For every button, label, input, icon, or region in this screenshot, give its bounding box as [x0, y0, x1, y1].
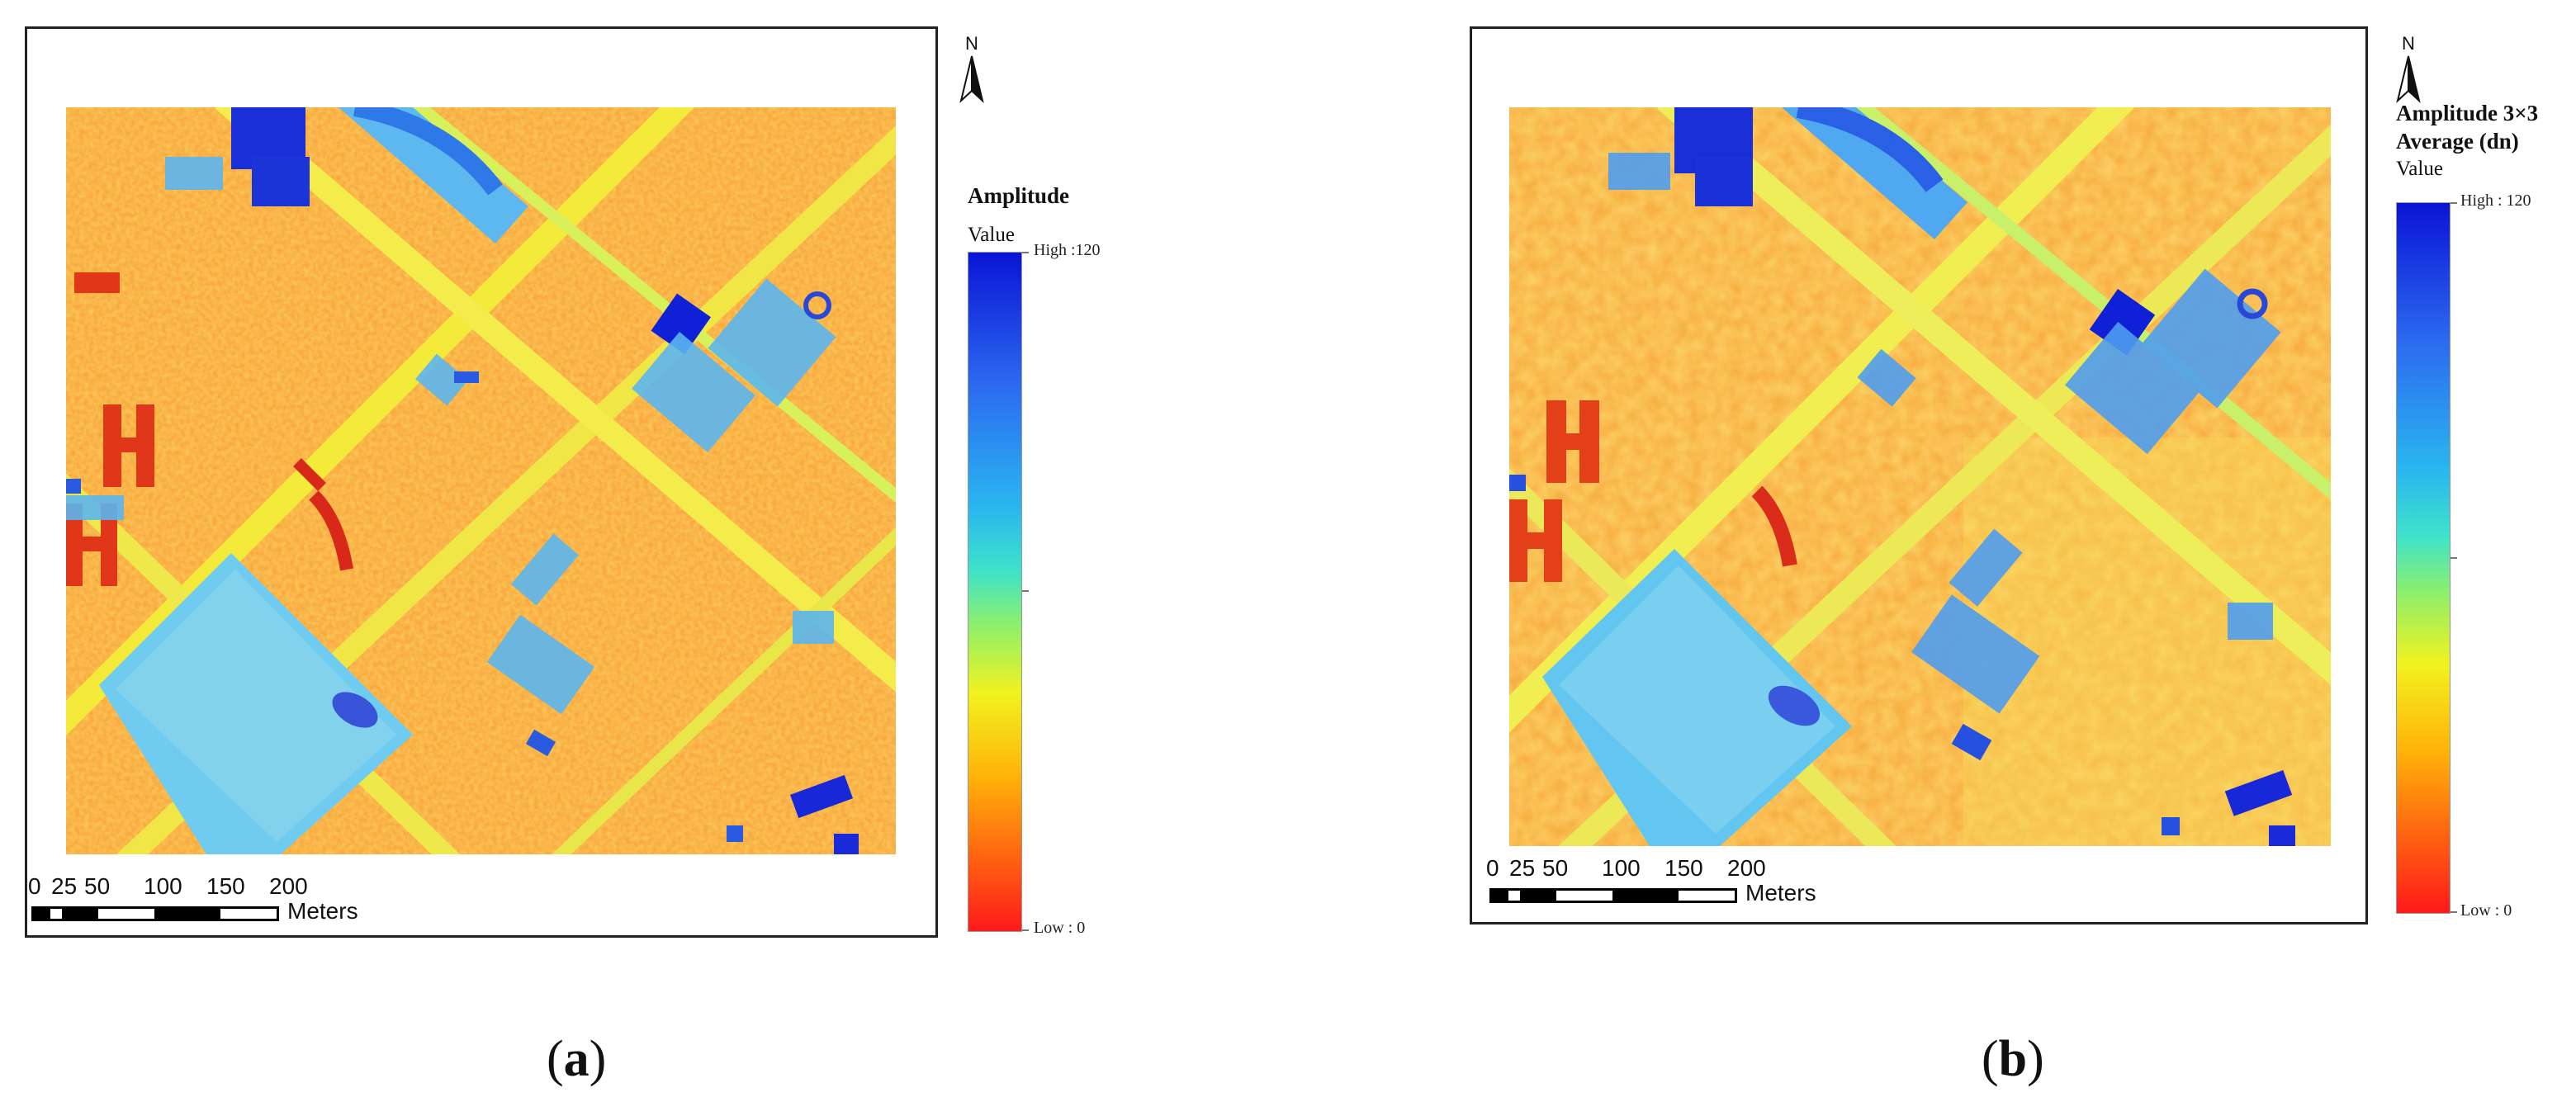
scale-tick-label: 0 — [1486, 855, 1499, 881]
legend-title-line2: Average (dn) — [2396, 129, 2519, 154]
legend-title: Amplitude 3×3 — [2396, 101, 2539, 125]
caption-letter: b — [1998, 1031, 2028, 1087]
caption-b: (b) — [1982, 1031, 2044, 1087]
scale-tick-label: 50 — [1542, 855, 1569, 881]
scale-tick-label: 25 — [1509, 855, 1536, 881]
ramp-low-label: Low : 0 — [1034, 919, 1086, 937]
scale-tick-label: 100 — [1602, 855, 1641, 881]
scale-unit: Meters — [1745, 880, 1816, 906]
scale-tick-label: 200 — [1727, 855, 1766, 881]
ramp-high-label: High : 120 — [2460, 192, 2531, 210]
legend-title: Amplitude — [968, 183, 1070, 208]
scale-tick-label: 25 — [51, 873, 78, 899]
ramp-low-label: Low : 0 — [2460, 901, 2512, 920]
north-label: N — [2402, 33, 2415, 54]
amplitude-raster-b — [1509, 107, 2331, 846]
ramp-tick — [1022, 929, 1029, 931]
color-ramp-a — [968, 252, 1022, 932]
north-arrow-a: N — [958, 33, 986, 108]
legend-value-label: Value — [2396, 158, 2443, 180]
amplitude-map-b — [1509, 107, 2331, 846]
north-arrow-icon — [959, 55, 984, 103]
scale-tick-label: 0 — [28, 873, 41, 899]
scale-tick-label: 200 — [269, 873, 308, 899]
ramp-tick — [1022, 252, 1029, 253]
ramp-tick — [2451, 557, 2457, 559]
scale-bar-a: 0 25 50 100 150 200 Meters — [28, 873, 408, 926]
ramp-tick — [1022, 590, 1029, 592]
amplitude-map-a — [66, 107, 896, 854]
ramp-high-label: High :120 — [1034, 241, 1101, 259]
north-arrow-icon — [2396, 55, 2421, 103]
north-label: N — [965, 33, 978, 54]
legend-b: Amplitude 3×3 Average (dn) Value — [2396, 99, 2538, 182]
caption-a: (a) — [547, 1031, 607, 1087]
caption-letter: a — [563, 1031, 590, 1087]
scale-tick-label: 50 — [84, 873, 111, 899]
scale-bar-b: 0 25 50 100 150 200 Meters — [1486, 855, 1866, 908]
scale-tick-label: 100 — [144, 873, 182, 899]
scale-unit: Meters — [287, 898, 358, 924]
ramp-tick — [2451, 202, 2457, 204]
scale-tick-label: 150 — [1664, 855, 1703, 881]
scale-tick-label: 150 — [206, 873, 245, 899]
north-arrow-b: N — [2394, 33, 2422, 108]
legend-value-label: Value — [968, 224, 1015, 246]
legend-a: Amplitude Value — [968, 182, 1069, 248]
color-ramp-b — [2396, 202, 2451, 914]
amplitude-raster-a — [66, 107, 896, 854]
ramp-tick — [2451, 911, 2457, 913]
